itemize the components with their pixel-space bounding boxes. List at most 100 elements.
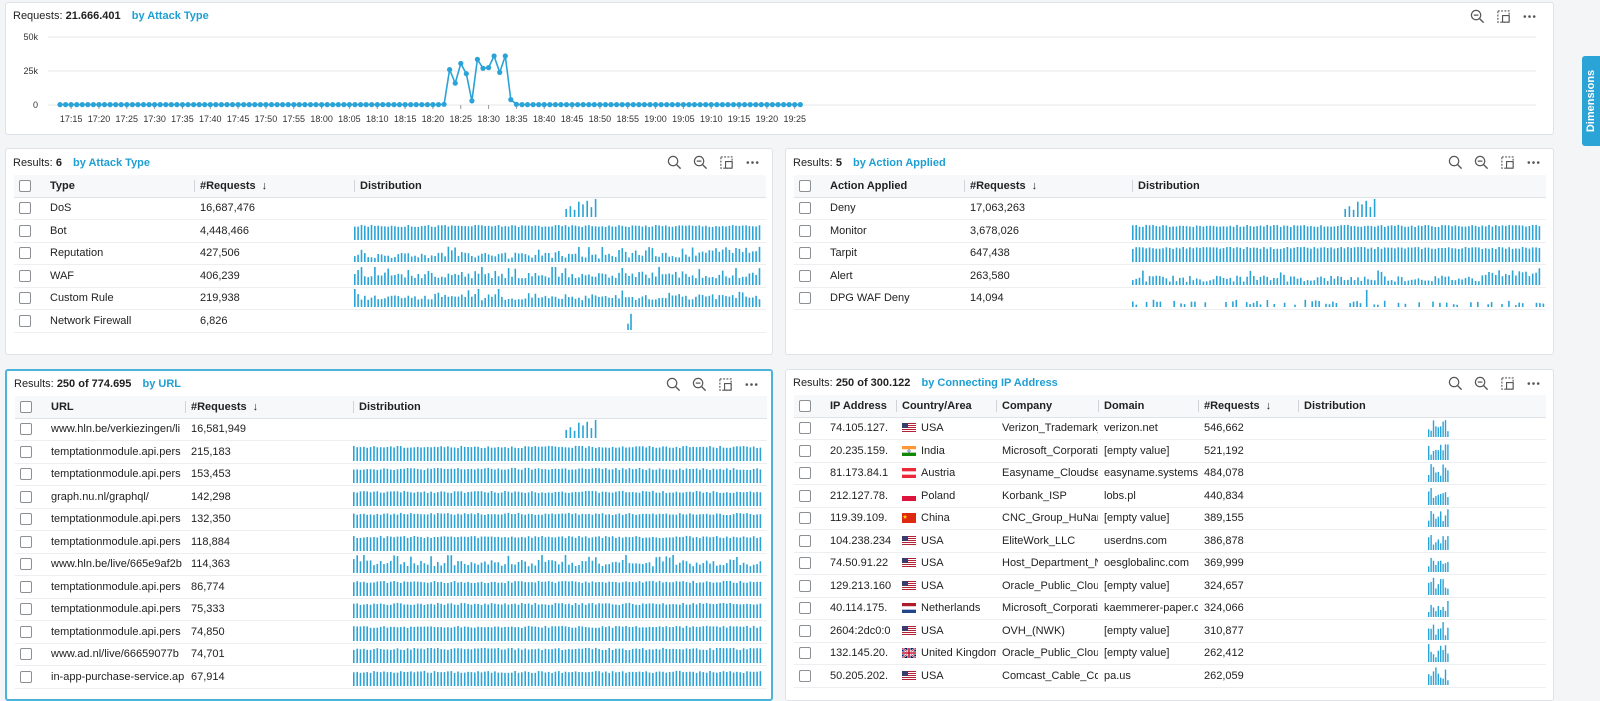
row-checkbox[interactable]	[794, 417, 824, 440]
data-point[interactable]	[653, 102, 659, 108]
data-point[interactable]	[330, 102, 336, 108]
table-row[interactable]: 74.105.127. USA Verizon_Trademark_ verizon.…	[794, 417, 1546, 440]
column-requests[interactable]: #Requests ↓	[1198, 395, 1298, 418]
column-distribution[interactable]: Distribution	[1298, 395, 1546, 418]
url-name[interactable]: temptationmodule.api.pers	[45, 463, 185, 486]
url-name[interactable]: temptationmodule.api.pers	[45, 440, 185, 464]
data-point[interactable]	[185, 102, 191, 108]
data-point[interactable]	[742, 102, 748, 108]
data-point[interactable]	[714, 102, 720, 108]
data-point[interactable]	[146, 102, 152, 108]
data-point[interactable]	[775, 102, 781, 108]
ip-address[interactable]: 50.205.202.	[824, 664, 896, 688]
table-row[interactable]: 81.173.84.1 Austria Easyname_Cloudse easyna…	[794, 462, 1546, 485]
data-point[interactable]	[163, 102, 169, 108]
data-point[interactable]	[597, 102, 603, 108]
data-point[interactable]	[558, 102, 564, 108]
data-point[interactable]	[625, 102, 631, 108]
action-applied-by-link[interactable]: by Action Applied	[853, 157, 946, 169]
data-point[interactable]	[486, 65, 492, 71]
column-requests[interactable]: #Requests ↓	[194, 175, 354, 198]
url-name[interactable]: www.hln.be/live/665e9af2b	[45, 553, 185, 576]
data-point[interactable]	[647, 102, 653, 108]
action-name[interactable]: Alert	[824, 264, 964, 288]
table-row[interactable]: 104.238.234 USA EliteWork_LLC userdns.com 38…	[794, 529, 1546, 553]
table-row[interactable]: 50.205.202. USA Comcast_Cable_Cor pa.us 262,…	[794, 664, 1546, 688]
data-point[interactable]	[74, 102, 80, 108]
row-checkbox[interactable]	[15, 508, 45, 531]
data-point[interactable]	[575, 102, 581, 108]
column-action[interactable]: Action Applied	[824, 175, 964, 198]
data-point[interactable]	[686, 102, 692, 108]
search-icon[interactable]	[664, 153, 684, 171]
data-point[interactable]	[263, 102, 269, 108]
column-type[interactable]: Type	[44, 175, 194, 198]
table-row[interactable]: DoS 16,687,476	[14, 197, 766, 220]
data-point[interactable]	[447, 67, 453, 73]
table-row[interactable]: 132.145.20. United Kingdom Oracle_Public_C…	[794, 642, 1546, 665]
export-icon[interactable]	[1497, 374, 1517, 392]
data-point[interactable]	[79, 102, 85, 108]
data-point[interactable]	[764, 102, 770, 108]
row-checkbox[interactable]	[794, 552, 824, 575]
data-point[interactable]	[569, 102, 575, 108]
data-point[interactable]	[430, 102, 436, 108]
data-point[interactable]	[313, 102, 319, 108]
ip-address[interactable]: 129.213.160	[824, 574, 896, 598]
table-row[interactable]: temptationmodule.api.pers 153,453	[15, 463, 767, 486]
row-checkbox[interactable]	[14, 264, 44, 288]
more-icon[interactable]	[742, 153, 762, 171]
ip-address[interactable]: 40.114.175.	[824, 597, 896, 620]
data-point[interactable]	[697, 102, 703, 108]
select-all-checkbox[interactable]	[14, 175, 44, 198]
data-point[interactable]	[524, 102, 531, 108]
url-name[interactable]: temptationmodule.api.pers	[45, 620, 185, 644]
data-point[interactable]	[196, 102, 202, 108]
table-row[interactable]: www.hln.be/live/665e9af2b 114,363	[15, 553, 767, 576]
column-company[interactable]: Company	[996, 395, 1098, 418]
data-point[interactable]	[90, 102, 96, 108]
data-point[interactable]	[530, 102, 536, 108]
data-point[interactable]	[296, 102, 302, 108]
select-all-checkbox[interactable]	[794, 175, 824, 198]
data-point[interactable]	[168, 102, 174, 108]
data-point[interactable]	[391, 102, 397, 108]
table-row[interactable]: Alert 263,580	[794, 264, 1546, 288]
attack-type-name[interactable]: Reputation	[44, 242, 194, 265]
row-checkbox[interactable]	[794, 197, 824, 220]
data-point[interactable]	[736, 102, 742, 108]
data-point[interactable]	[224, 102, 230, 108]
data-point[interactable]	[586, 102, 592, 108]
data-point[interactable]	[358, 102, 364, 108]
row-checkbox[interactable]	[794, 484, 824, 508]
table-row[interactable]: Deny 17,063,263	[794, 197, 1546, 220]
data-point[interactable]	[229, 102, 236, 108]
data-point[interactable]	[257, 102, 263, 108]
sort-down-icon[interactable]: ↓	[1265, 399, 1272, 412]
row-checkbox[interactable]	[15, 485, 45, 509]
more-icon[interactable]	[1523, 153, 1543, 171]
row-checkbox[interactable]	[14, 219, 44, 243]
attack-type-name[interactable]: Custom Rule	[44, 287, 194, 310]
data-point[interactable]	[435, 102, 442, 108]
data-point[interactable]	[747, 102, 753, 108]
url-by-link[interactable]: by URL	[142, 378, 182, 390]
url-name[interactable]: temptationmodule.api.pers	[45, 598, 185, 621]
data-point[interactable]	[68, 102, 74, 108]
data-point[interactable]	[658, 102, 664, 108]
data-point[interactable]	[441, 101, 447, 107]
data-point[interactable]	[424, 102, 430, 108]
row-checkbox[interactable]	[14, 242, 44, 265]
data-point[interactable]	[129, 102, 135, 108]
sort-down-icon[interactable]: ↓	[261, 179, 268, 192]
data-point[interactable]	[591, 102, 597, 108]
action-name[interactable]: Monitor	[824, 219, 964, 243]
data-point[interactable]	[758, 102, 764, 108]
data-point[interactable]	[608, 102, 614, 108]
row-checkbox[interactable]	[15, 530, 45, 554]
data-point[interactable]	[708, 102, 714, 108]
data-point[interactable]	[680, 102, 687, 108]
data-point[interactable]	[396, 102, 403, 108]
row-checkbox[interactable]	[14, 197, 44, 220]
table-row[interactable]: temptationmodule.api.pers 215,183	[15, 440, 767, 464]
